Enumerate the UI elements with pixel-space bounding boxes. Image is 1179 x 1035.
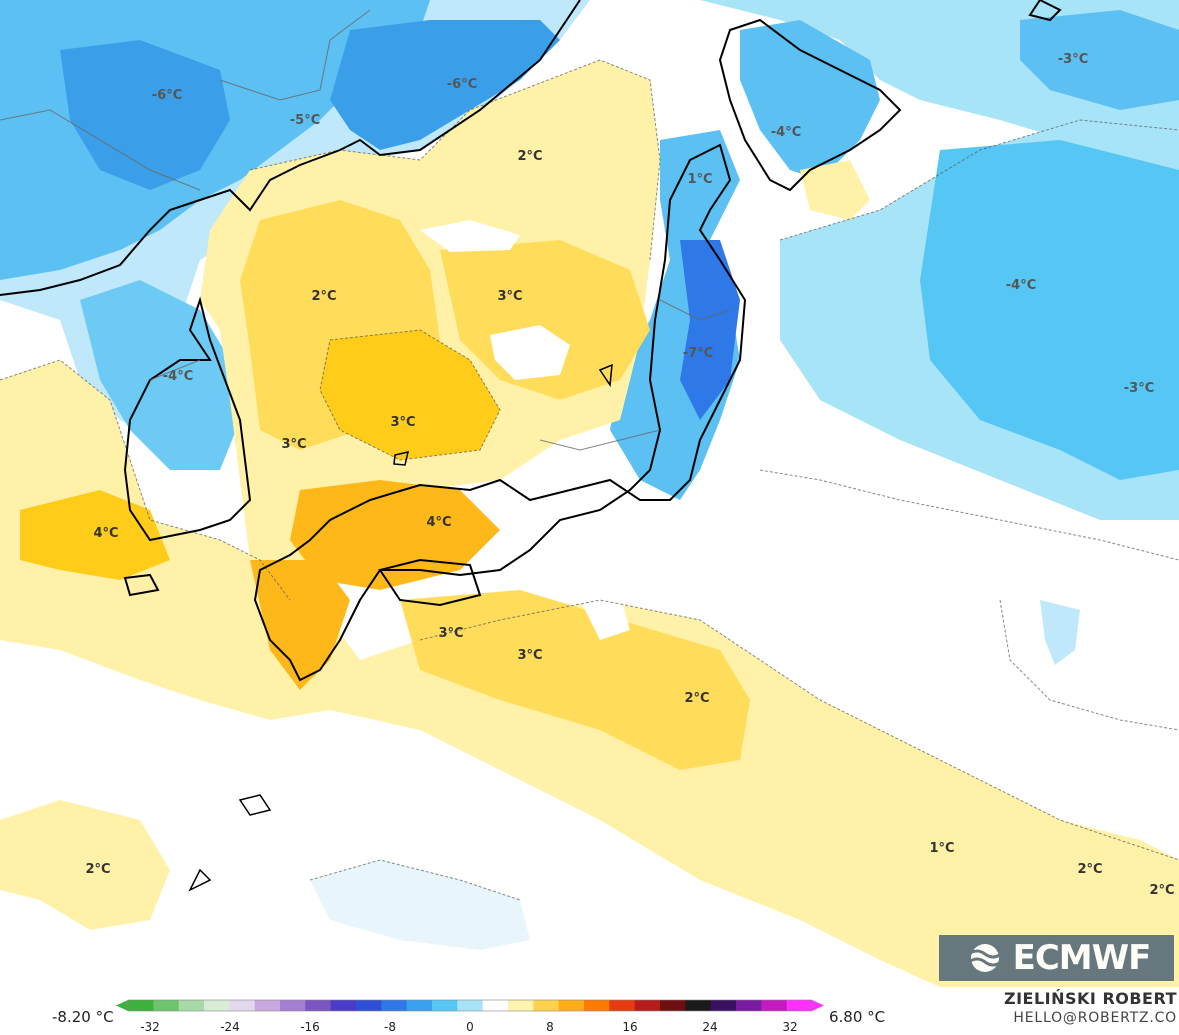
temperature-label: -3°C [1124, 381, 1154, 396]
scale-tick-label: -8 [384, 1020, 396, 1034]
scale-swatch [128, 1000, 154, 1011]
temperature-labels: -6°C -5°C -6°C -3°C -4°C 1°C 2°C -4°C 2°C 3°C -7°C… [85, 52, 1174, 898]
temperature-label: 1°C [929, 841, 954, 856]
temperature-label: 2°C [311, 289, 336, 304]
scale-swatch [229, 1000, 256, 1011]
legend-min-label: -8.20 °C [52, 1008, 114, 1026]
ecmwf-symbol-icon [967, 944, 1002, 972]
scale-tick-label: 24 [702, 1020, 717, 1034]
scale-swatch [153, 1000, 180, 1011]
scale-swatch [482, 1000, 509, 1011]
scale-swatch [761, 1000, 788, 1011]
scale-tick-label: 32 [782, 1020, 797, 1034]
temperature-map: -6°C -5°C -6°C -3°C -4°C 1°C 2°C -4°C 2°C 3°C -7°C… [0, 0, 1179, 987]
coastlines [0, 0, 1062, 682]
temperature-label: 2°C [517, 149, 542, 164]
temperature-label: 3°C [281, 437, 306, 452]
temperature-label: 1°C [687, 172, 712, 187]
scale-swatch [558, 1000, 585, 1011]
author-name: ZIELIŃSKI ROBERT [1003, 989, 1177, 1008]
temperature-label: -6°C [152, 88, 182, 103]
temperature-label: 4°C [426, 515, 451, 530]
legend-max-label: 6.80 °C [829, 1008, 886, 1026]
contour-lines [0, 59, 1179, 901]
scale-outline [127, 999, 813, 1012]
temperature-label: 2°C [1077, 862, 1102, 877]
color-scale: -32 -24 -16 -8 0 8 16 24 32 [116, 999, 824, 1034]
scale-right-arrow [812, 1000, 824, 1011]
temperature-label: 2°C [1149, 883, 1174, 898]
scale-swatch [508, 1000, 534, 1011]
borders [0, 9, 731, 451]
scale-swatch [584, 1000, 610, 1011]
scale-swatch [533, 1000, 560, 1011]
scale-swatch [710, 1000, 737, 1011]
temperature-label: 4°C [93, 526, 118, 541]
temperature-label: -3°C [1058, 52, 1088, 67]
scale-swatch [660, 1000, 686, 1011]
temperature-label: -6°C [447, 77, 477, 92]
ecmwf-logo-text: ECMWF [1012, 938, 1152, 978]
scale-swatch [280, 1000, 306, 1011]
scale-swatch [432, 1000, 458, 1011]
scale-swatch [204, 1000, 230, 1011]
temperature-label: -7°C [683, 346, 713, 361]
temperature-label: 3°C [390, 415, 415, 430]
scale-tick-label: -16 [300, 1020, 320, 1034]
temperature-label: 3°C [438, 626, 463, 641]
scale-swatch [786, 1000, 813, 1011]
author-site: HELLO@ROBERTZ.CO [1013, 1010, 1177, 1026]
scale-swatch [736, 1000, 762, 1011]
scale-swatch [356, 1000, 382, 1011]
temperature-label: 2°C [85, 862, 110, 877]
temperature-label: -5°C [290, 113, 320, 128]
temperature-label: -4°C [771, 125, 801, 140]
scale-tick-label: -24 [220, 1020, 240, 1034]
temperature-label: 3°C [517, 648, 542, 663]
cold-shading [0, 0, 1179, 950]
scale-swatch [457, 1000, 484, 1011]
scale-swatch [254, 1000, 281, 1011]
small-islands [188, 363, 613, 892]
temperature-label: -4°C [163, 369, 193, 384]
scale-swatch [609, 1000, 636, 1011]
scale-swatch [381, 1000, 408, 1011]
neutral-patches [420, 220, 630, 640]
scale-tick-label: -32 [140, 1020, 160, 1034]
temperature-label: 3°C [497, 289, 522, 304]
warm-shading [0, 60, 1179, 987]
scale-swatch [685, 1000, 712, 1011]
scale-swatch [178, 1000, 205, 1011]
scale-tick-label: 0 [466, 1020, 474, 1034]
scale-tick-label: 8 [546, 1020, 554, 1034]
scale-swatch [330, 1000, 357, 1011]
scale-left-arrow [116, 1000, 128, 1011]
scale-tick-label: 16 [622, 1020, 637, 1034]
ecmwf-logo: ECMWF [939, 935, 1174, 981]
temperature-label: 2°C [684, 691, 709, 706]
scale-swatch [305, 1000, 332, 1011]
scale-swatch [406, 1000, 433, 1011]
scale-swatch [634, 1000, 661, 1011]
temperature-label: -4°C [1006, 278, 1036, 293]
